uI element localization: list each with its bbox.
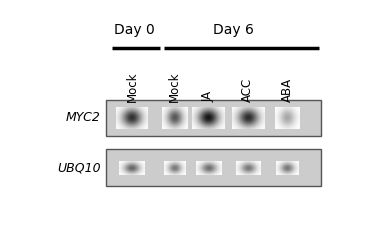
Text: Mock: Mock (168, 72, 181, 102)
Text: Mock: Mock (126, 72, 138, 102)
Bar (107, 99, 322, 136)
Bar (107, 149, 322, 186)
Text: Day 6: Day 6 (213, 23, 254, 37)
Text: MYC2: MYC2 (66, 111, 101, 125)
Text: JA: JA (202, 91, 215, 102)
Text: UBQ10: UBQ10 (57, 161, 101, 174)
Text: ABA: ABA (281, 78, 294, 102)
Text: ACC: ACC (241, 78, 254, 102)
Text: Day 0: Day 0 (114, 23, 155, 37)
